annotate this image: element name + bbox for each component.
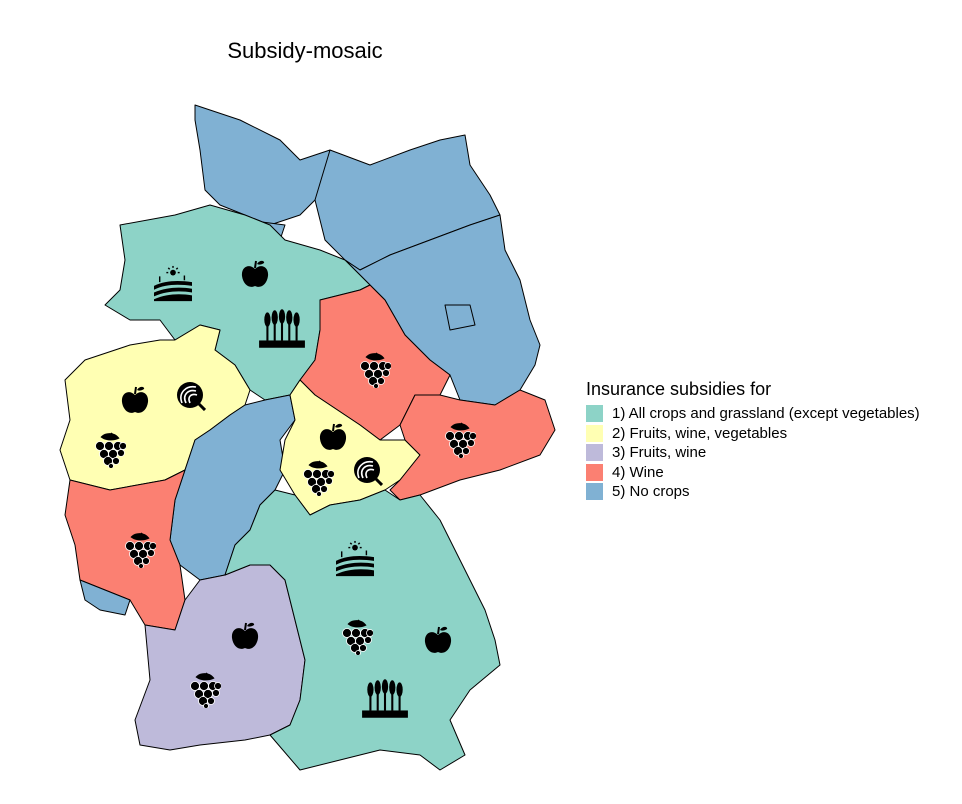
legend-swatch (586, 483, 603, 501)
legend-label: 4) Wine (612, 463, 664, 481)
legend-item: 2) Fruits, wine, vegetables (586, 424, 920, 444)
region-berlin (444, 304, 476, 331)
legend-item: 3) Fruits, wine (586, 443, 920, 463)
map-title: Subsidy-mosaic (227, 38, 383, 63)
legend-item: 4) Wine (586, 463, 920, 483)
legend-swatch (586, 463, 603, 481)
legend-swatch (586, 405, 603, 423)
legend-item: 1) All crops and grassland (except veget… (586, 404, 920, 424)
legend-item: 5) No crops (586, 482, 920, 502)
region-hesse (169, 394, 296, 581)
legend-label: 5) No crops (612, 483, 690, 501)
region-saarland (79, 579, 131, 616)
legend-swatch (586, 424, 603, 442)
legend-label: 2) Fruits, wine, vegetables (612, 424, 788, 442)
legend-title: Insurance subsidies for (586, 379, 772, 399)
legend-label: 1) All crops and grassland (except veget… (612, 405, 920, 423)
region-schleswig-holstein (194, 104, 331, 226)
legend-label: 3) Fruits, wine (612, 444, 707, 462)
legend-swatch (586, 444, 603, 462)
legend: Insurance subsidies for 1) All crops and… (586, 379, 920, 502)
